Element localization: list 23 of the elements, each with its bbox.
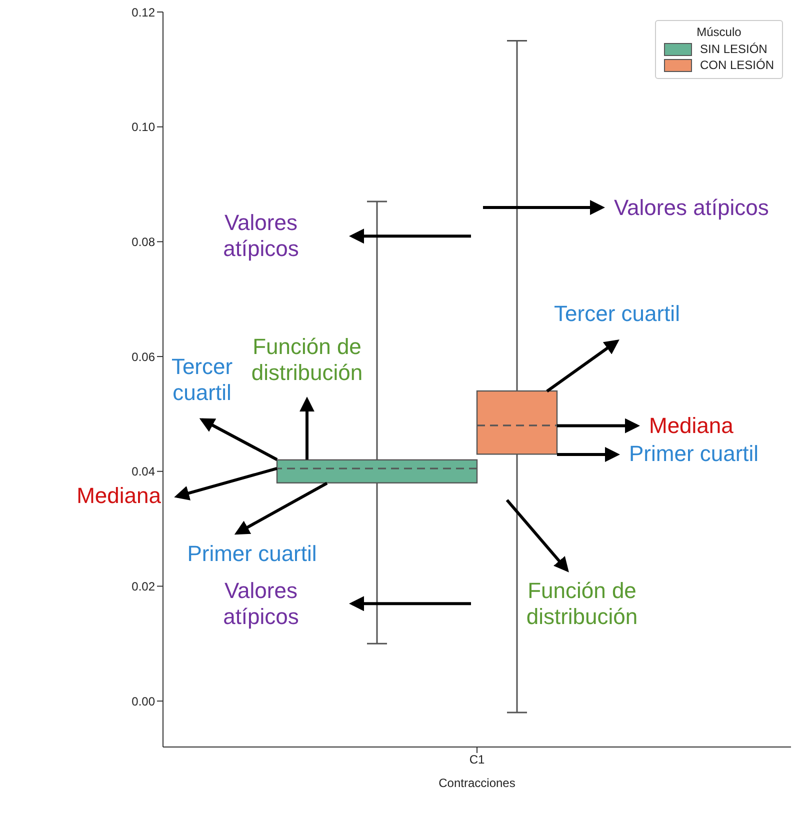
text: Mediana	[76, 483, 161, 508]
x-tick-label: C1	[469, 752, 485, 767]
legend-label: SIN LESIÓN	[700, 42, 768, 56]
annotation: Tercer cuartil	[170, 354, 234, 406]
annotation: Valores atípicos	[614, 194, 769, 220]
y-tick-label: 0.02	[132, 579, 156, 594]
x-axis-title: Contracciones	[438, 776, 516, 790]
legend-title: Músculo	[696, 25, 742, 39]
legend-label: CON LESIÓN	[700, 58, 774, 72]
annotation: Función de distribución	[525, 578, 639, 630]
annotation: Función de distribución	[251, 334, 363, 385]
y-tick-label: 0.00	[132, 694, 156, 708]
y-tick-label: 0.08	[132, 234, 156, 249]
annotation: Mediana	[649, 412, 734, 439]
y-tick-label: 0.06	[132, 350, 156, 364]
annotation: Tercer cuartil	[553, 301, 681, 328]
y-tick-label: 0.12	[132, 5, 156, 20]
annotation: Primer cuartil	[629, 441, 759, 468]
y-tick-label: 0.04	[132, 464, 156, 479]
annotation: Valores atípicos	[222, 210, 300, 262]
annotation: Primer cuartil	[186, 541, 318, 568]
annotation: Valores atípicos	[222, 578, 300, 630]
y-tick-label: 0.10	[132, 120, 156, 134]
